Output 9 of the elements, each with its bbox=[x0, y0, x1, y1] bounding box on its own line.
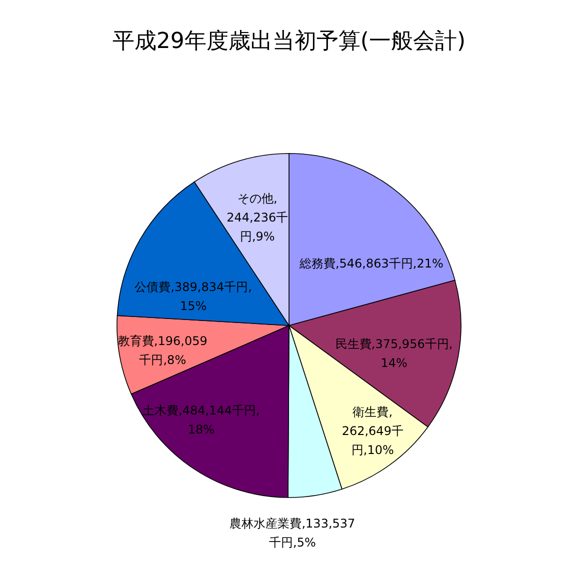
slice-label: その他,244,236千円,9% bbox=[226, 192, 288, 244]
slice-label: 農林水産業費,133,537千円,5% bbox=[230, 516, 356, 550]
slice-label: 土木費,484,144千円,18% bbox=[142, 403, 260, 436]
slice-label: 民生費,375,956千円,14% bbox=[335, 337, 453, 370]
slice-label: 総務費,546,863千円,21% bbox=[298, 256, 444, 270]
slice-label: 公債費,389,834千円,15% bbox=[134, 280, 252, 313]
slice-label: 衛生費,262,649千円,10% bbox=[342, 405, 404, 458]
chart-title: 平成29年度歳出当初予算(一般会計) bbox=[112, 29, 466, 54]
slice-label: 教育費,196,059千円,8% bbox=[118, 334, 208, 368]
